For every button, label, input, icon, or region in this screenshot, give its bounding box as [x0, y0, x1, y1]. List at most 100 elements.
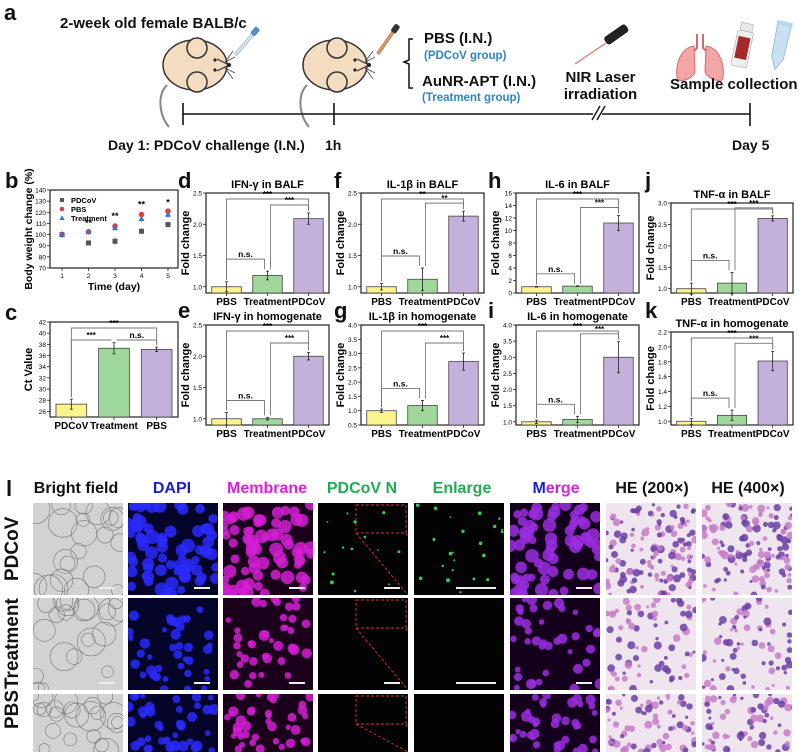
significance-label: *** — [109, 319, 119, 328]
significance-bracket — [70, 339, 112, 398]
zoom-connector — [405, 627, 408, 633]
tissue-cell — [639, 558, 646, 565]
tissue-cell — [758, 512, 763, 518]
fluorescent-spot — [477, 511, 482, 516]
stain-spot — [136, 649, 145, 658]
y-axis-label: Fold change — [180, 343, 192, 408]
tissue-cell — [606, 558, 609, 563]
tissue-cell — [610, 513, 617, 520]
y-tick-label: 1.2 — [658, 404, 667, 411]
tissue-cell — [608, 592, 613, 595]
stain-spot — [290, 724, 301, 735]
tissue-cell — [704, 556, 711, 563]
stain-spot — [585, 624, 593, 633]
stain-spot — [534, 583, 549, 595]
tissue-cell — [607, 685, 615, 690]
mouse-icon — [299, 37, 376, 128]
tissue-cell — [673, 574, 681, 583]
tissue-cell — [635, 645, 639, 650]
stain-spot — [128, 627, 134, 637]
data-point-pbs — [138, 211, 145, 218]
scale-bar — [194, 587, 210, 589]
fluorescent-spot — [453, 559, 456, 562]
legend-marker — [59, 215, 65, 220]
tissue-cell — [756, 541, 761, 546]
tissue-cell — [653, 550, 659, 557]
stain-spot — [144, 503, 159, 513]
tissue-cell — [748, 540, 755, 547]
column-header-dapi: DAPI — [152, 480, 192, 497]
tissue-cell — [752, 524, 761, 533]
micrograph-pbs-membrane — [223, 694, 313, 752]
micrograph-pbs-dapi — [128, 694, 218, 752]
y-tick-label: 80 — [39, 254, 47, 261]
stain-spot — [259, 599, 267, 608]
stain-spot — [203, 668, 210, 675]
tissue-cell — [742, 556, 748, 563]
y-tick-label: 4.0 — [503, 323, 512, 330]
stain-spot — [592, 748, 599, 752]
stain-spot — [203, 630, 214, 640]
stain-spot — [240, 654, 250, 663]
significance-bracket — [425, 342, 464, 399]
y-axis-label: Fold change — [490, 211, 502, 276]
panel-label-h: h — [488, 168, 502, 193]
tissue-cell — [763, 561, 771, 569]
stain-spot — [145, 744, 153, 752]
tissue-cell — [787, 609, 792, 615]
tissue-cell — [619, 559, 627, 567]
tissue-cell — [619, 520, 624, 524]
stain-spot — [157, 553, 168, 563]
y-tick-label: 40 — [39, 331, 47, 338]
stain-spot — [155, 564, 167, 576]
stain-spot — [241, 730, 250, 739]
stain-spot — [128, 551, 137, 563]
stain-spot — [136, 737, 146, 747]
cell-outline — [83, 697, 101, 715]
stain-spot — [585, 694, 596, 705]
tissue-cell — [686, 541, 692, 547]
stain-spot — [279, 613, 288, 622]
zoom-connector — [405, 532, 408, 538]
x-tick-label: Treatment — [708, 429, 756, 440]
stain-spot — [301, 648, 312, 659]
stain-spot — [277, 657, 286, 666]
stain-spot — [244, 679, 253, 688]
tissue-cell — [702, 509, 708, 518]
significance-bracket — [425, 202, 464, 266]
significance-label: *** — [573, 190, 583, 199]
x-tick-label: 2 — [87, 273, 91, 280]
tissue-cell — [771, 684, 775, 688]
tissue-cell — [772, 521, 781, 530]
panel-label-k: k — [645, 298, 658, 323]
cell-outline — [50, 568, 74, 592]
stain-spot — [285, 724, 292, 730]
tissue-cell — [679, 572, 686, 579]
tissue-cell — [608, 735, 612, 739]
scale-bar — [289, 682, 305, 684]
tissue-cell — [765, 686, 771, 690]
tissue-cell — [769, 716, 774, 720]
tissue-cell — [723, 566, 729, 572]
fluorescent-spot — [498, 517, 501, 520]
tissue-cell — [741, 536, 746, 541]
tissue-cell — [657, 545, 663, 551]
stain-spot — [521, 618, 531, 629]
y-tick-label: 130 — [35, 199, 46, 206]
column-header-enlarge: Enlarge — [432, 480, 492, 497]
stain-spot — [165, 576, 179, 590]
tissue-cell — [611, 564, 615, 568]
tissue-cell — [690, 569, 696, 575]
significance-label: *** — [440, 334, 450, 343]
stain-spot — [573, 663, 583, 674]
fluorescent-spot — [415, 503, 420, 508]
stain-spot — [230, 554, 240, 564]
tissue-cell — [738, 730, 744, 737]
cell-outline — [99, 603, 116, 621]
x-tick-label: 5 — [166, 273, 170, 280]
stain-spot — [190, 742, 201, 752]
stain-spot — [553, 745, 561, 752]
tissue-cell — [647, 572, 653, 577]
fluorescent-spot — [388, 583, 391, 586]
